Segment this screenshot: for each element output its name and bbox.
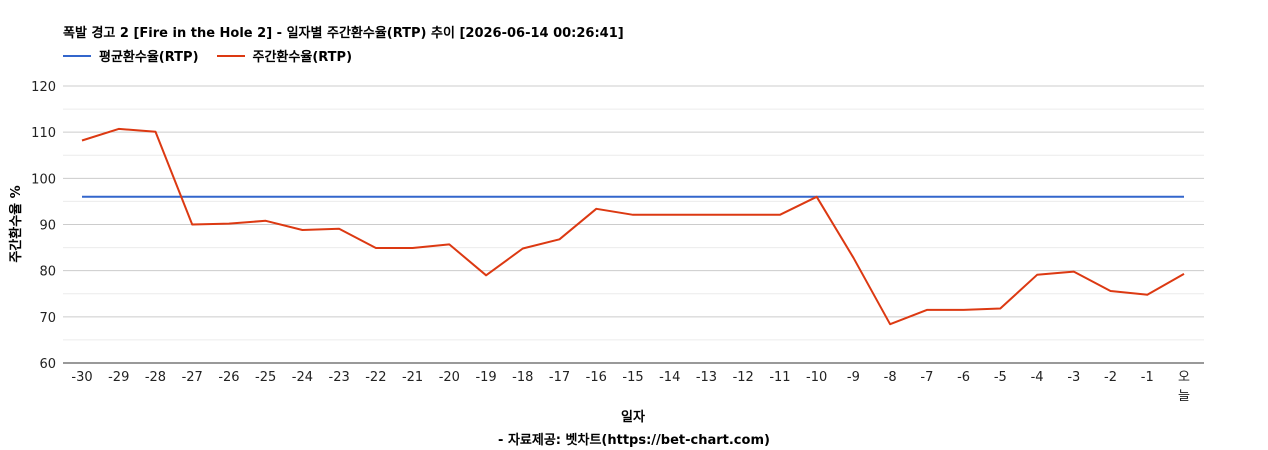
grid-lines [63, 85, 1204, 364]
x-tick-label: -26 [218, 370, 239, 385]
legend-swatch-average [63, 54, 91, 57]
x-tick-label: -9 [847, 370, 860, 385]
x-tick-label: -20 [439, 370, 460, 385]
y-tick-label: 60 [39, 357, 56, 372]
y-tick-label: 90 [39, 219, 56, 234]
legend-label-average: 평균환수율(RTP) [99, 50, 199, 65]
y-tick-label: 80 [39, 265, 56, 280]
x-tick-label: -5 [994, 370, 1007, 385]
x-tick-label: -11 [769, 370, 790, 385]
x-tick-label: -14 [659, 370, 680, 385]
x-tick-label: -10 [806, 370, 827, 385]
legend-item-average[interactable]: 평균환수율(RTP) [63, 46, 199, 65]
x-tick-label: -30 [71, 370, 92, 385]
x-tick-label: -8 [884, 370, 897, 385]
x-tick-label: -16 [586, 370, 607, 385]
x-tick-label: -27 [182, 370, 203, 385]
x-tick-label: -22 [365, 370, 386, 385]
data-source-credit: - 자료제공: 벳차트(https://bet-chart.com) [498, 433, 770, 448]
x-axis-title: 일자 [621, 410, 645, 425]
legend: 평균환수율(RTP) 주간환수율(RTP) [63, 46, 352, 65]
chart-title: 폭발 경고 2 [Fire in the Hole 2] - 일자별 주간환수율… [63, 26, 624, 41]
x-tick-label: -21 [402, 370, 423, 385]
x-tick-label: -3 [1067, 370, 1080, 385]
x-tick-label: -24 [292, 370, 313, 385]
x-tick-label: -6 [957, 370, 970, 385]
y-tick-label: 120 [31, 80, 56, 95]
x-tick-label: -23 [329, 370, 350, 385]
x-tick-label: -12 [733, 370, 754, 385]
y-axis-ticks: 60 70 80 90 100 110 120 [31, 80, 56, 372]
series-line-weekly[interactable] [81, 127, 1185, 326]
x-tick-label: -7 [920, 370, 933, 385]
x-tick-label: -25 [255, 370, 276, 385]
legend-swatch-weekly [216, 54, 245, 57]
x-tick-label: -4 [1031, 370, 1044, 385]
x-tick-label: -28 [145, 370, 166, 385]
x-axis-ticks: -30 -29 -28 -27 -26 -25 -24 -23 -22 -21 -20 -19 -18 -… [71, 370, 1190, 404]
x-tick-label: -17 [549, 370, 570, 385]
x-tick-label: -18 [512, 370, 533, 385]
x-tick-label: -2 [1104, 370, 1117, 385]
x-tick-label: -15 [622, 370, 643, 385]
x-tick-label: -19 [475, 370, 496, 385]
y-axis-title: 주간환수율 % [8, 185, 24, 262]
y-tick-label: 110 [31, 126, 56, 141]
y-tick-label: 70 [39, 311, 56, 326]
y-tick-label: 100 [31, 172, 56, 187]
x-tick-label: -13 [696, 370, 717, 385]
x-tick-label: -29 [108, 370, 129, 385]
legend-item-weekly[interactable]: 주간환수율(RTP) [216, 46, 353, 65]
series-lines [81, 127, 1185, 326]
legend-label-weekly: 주간환수율(RTP) [252, 50, 353, 65]
x-tick-label: -1 [1141, 370, 1154, 385]
